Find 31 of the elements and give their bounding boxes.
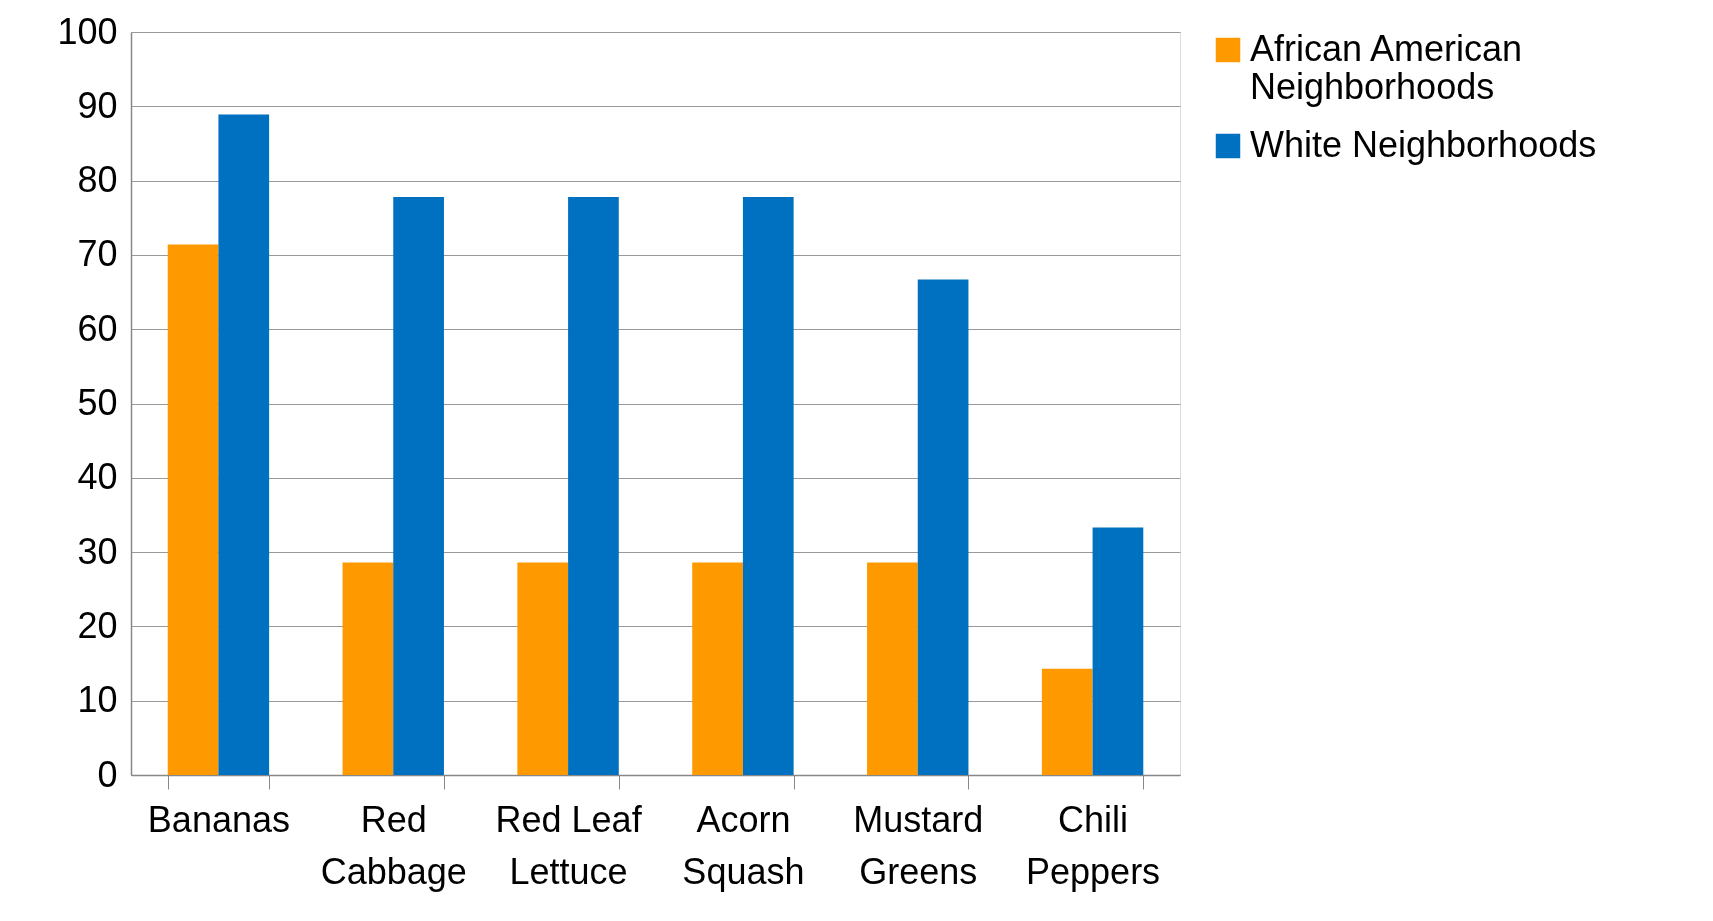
y-tick-label: 50 — [77, 382, 118, 423]
legend-label: White Neighborhoods — [1250, 124, 1597, 165]
y-tick-label: 40 — [77, 456, 118, 498]
bar — [742, 196, 794, 775]
y-tick-label: 70 — [77, 233, 118, 275]
y-tick-label: 80 — [77, 159, 118, 201]
bar — [917, 279, 969, 775]
y-tick-label: 0 — [97, 753, 118, 795]
bar — [517, 562, 569, 775]
bar — [1041, 668, 1093, 775]
y-tick-label: 20 — [77, 604, 118, 646]
bar — [167, 244, 219, 775]
bar — [867, 562, 918, 775]
bar — [692, 562, 743, 775]
y-tick-label: 10 — [77, 679, 118, 721]
bar — [218, 114, 270, 775]
x-tick-label: Bananas — [147, 798, 290, 840]
bar — [393, 196, 444, 775]
x-tick-label: Mustard Greens — [853, 798, 984, 892]
y-tick-label: 90 — [77, 84, 118, 126]
x-tick-label: Red Leaf Lettuce — [495, 798, 643, 892]
bar — [568, 196, 619, 775]
bar — [342, 562, 394, 775]
x-tick-label: Acorn Squash — [682, 798, 805, 892]
legend-label: African American Neighborhoods — [1250, 28, 1523, 107]
x-tick-label: Chili Peppers — [1026, 798, 1161, 892]
y-tick-label: 60 — [77, 307, 118, 349]
y-tick-label: 30 — [77, 530, 118, 572]
y-tick-label: 100 — [57, 10, 118, 52]
x-tick-label: Red Cabbage — [320, 798, 467, 892]
bar — [1092, 527, 1144, 775]
